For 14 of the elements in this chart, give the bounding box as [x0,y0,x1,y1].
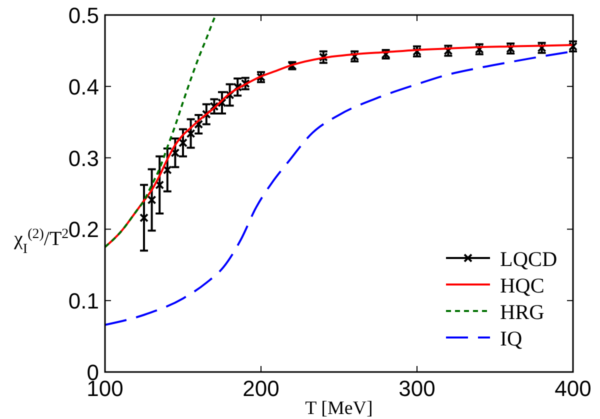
x-tick-label: 400 [554,376,592,401]
y-tick-label: 0.3 [68,146,99,171]
legend-label: LQCD [500,247,558,271]
y-tick-label: 0.1 [68,288,99,314]
legend-label: HQC [500,274,544,298]
x-axis-title: T [MeV] [305,398,373,419]
x-tick-label: 200 [242,376,280,401]
y-tick-label: 0.4 [68,74,99,100]
legend-label: HRG [500,300,544,324]
legend-label: IQ [500,326,522,350]
x-tick-label: 300 [398,376,436,401]
y-tick-label: 0.5 [68,3,99,28]
y-axis-title: χ$_{I}$$^{(2)}$/T$^{2}$ [13,226,69,256]
y-tick-label: 0.2 [68,217,99,242]
